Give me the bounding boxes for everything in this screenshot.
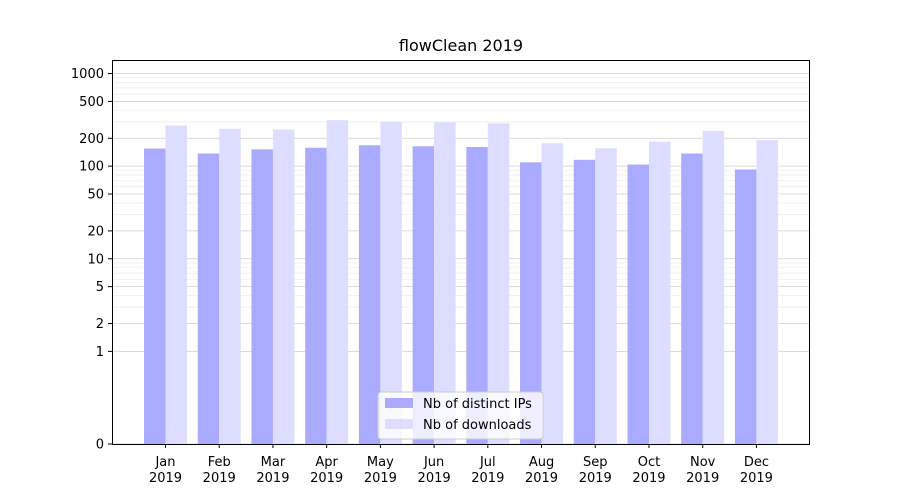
legend-swatch-distinct-ips [385, 398, 413, 408]
bar-distinct-ips [305, 147, 327, 445]
x-axis: Jan 2019 Feb 2019 Mar 2019 Apr 2019 May 2019 Jun 20… [149, 444, 773, 486]
bar-distinct-ips [573, 159, 596, 444]
y-tick-label: 1 [96, 345, 104, 360]
bar-downloads [648, 141, 671, 444]
x-tick-label: Dec 2019 [740, 455, 773, 486]
y-tick-label: 0 [96, 438, 104, 453]
x-tick-label: Oct 2019 [632, 455, 665, 486]
bar-distinct-ips [144, 148, 166, 445]
bar-distinct-ips [627, 164, 649, 445]
plot-area [112, 60, 810, 445]
x-tick-label: Jan 2019 [149, 455, 182, 486]
chart-title: flowClean 2019 [399, 36, 523, 55]
bar-distinct-ips [197, 153, 220, 444]
bar-downloads [487, 123, 510, 444]
bar-distinct-ips [412, 146, 435, 444]
bar-downloads [272, 129, 295, 444]
bar-downloads [595, 148, 617, 445]
bar-downloads [380, 121, 402, 445]
bar-distinct-ips [681, 153, 703, 444]
y-tick-label: 10 [87, 252, 104, 267]
y-axis: 0 1 2 5 10 20 50 100 200 500 1000 [71, 67, 112, 453]
x-tick-label: Nov 2019 [686, 455, 719, 486]
bar-distinct-ips [466, 146, 488, 444]
legend-box [377, 391, 544, 440]
bar-distinct-ips [358, 145, 381, 445]
y-tick-label: 5 [96, 280, 104, 295]
legend-swatch-downloads [385, 419, 413, 429]
bar-downloads [165, 125, 187, 444]
y-tick-label: 200 [79, 132, 104, 147]
bar-downloads [219, 128, 241, 445]
y-tick-label: 2 [96, 317, 104, 332]
x-tick-label: Jun 2019 [418, 455, 451, 486]
bar-downloads [541, 143, 564, 445]
legend: Nb of distinct IPs Nb of downloads [377, 391, 544, 440]
bar-downloads [756, 140, 778, 444]
bars [144, 120, 778, 445]
x-tick-label: Feb 2019 [203, 455, 236, 486]
y-tick-label: 100 [79, 160, 104, 175]
x-tick-label: Jul 2019 [471, 455, 504, 486]
y-tick-label: 20 [87, 224, 104, 239]
x-tick-label: Sep 2019 [579, 455, 612, 486]
legend-label-distinct-ips: Nb of distinct IPs [423, 397, 532, 412]
bar-downloads [434, 122, 456, 444]
bar-distinct-ips [734, 169, 757, 444]
bar-distinct-ips [520, 162, 542, 444]
y-tick-label: 1000 [71, 67, 104, 82]
y-tick-label: 50 [87, 188, 104, 203]
bar-downloads [702, 130, 725, 444]
bar-distinct-ips [251, 149, 273, 444]
x-tick-label: Apr 2019 [310, 455, 343, 486]
bar-downloads [326, 120, 349, 445]
x-tick-label: May 2019 [364, 455, 397, 486]
x-tick-label: Mar 2019 [256, 455, 289, 486]
legend-label-downloads: Nb of downloads [423, 418, 532, 433]
y-tick-label: 500 [79, 95, 104, 110]
x-tick-label: Aug 2019 [525, 455, 558, 486]
